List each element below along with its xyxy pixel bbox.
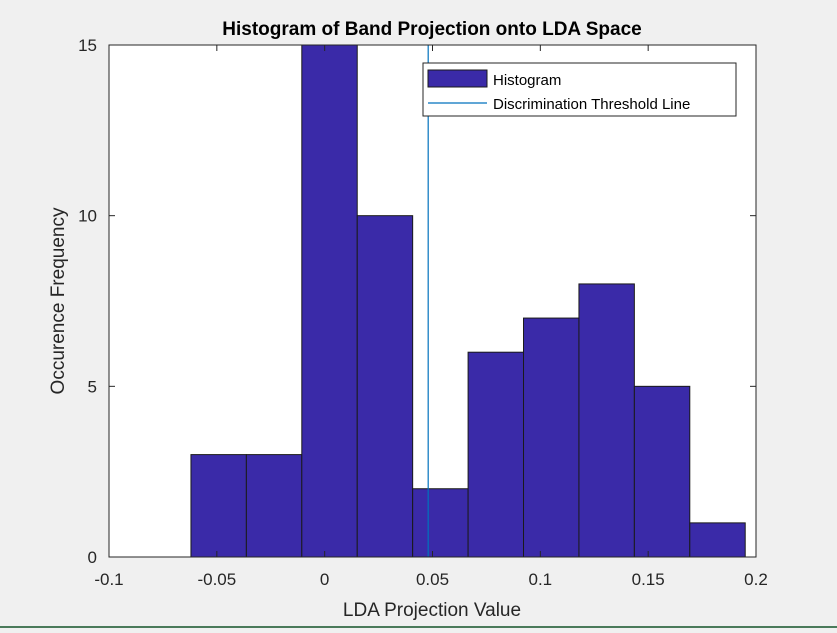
histogram-bar	[245, 454, 303, 558]
x-axis-label: LDA Projection Value	[343, 600, 521, 621]
y-tick-label: 15	[78, 36, 97, 55]
x-tick-label: -0.1	[94, 570, 123, 589]
histogram-bar	[301, 44, 358, 558]
y-tick-label: 5	[88, 377, 97, 396]
legend: Histogram Discrimination Threshold Line	[422, 62, 737, 117]
y-tick-label: 10	[78, 207, 97, 226]
ticks-group: -0.1 -0.05 0 0.05 0.1 0.15 0.2 0 5 10 15	[78, 36, 768, 589]
x-tick-label: 0	[320, 570, 329, 589]
histogram-bar	[467, 351, 525, 558]
x-tick-label: 0.1	[529, 570, 553, 589]
y-tick-label: 0	[88, 548, 97, 567]
legend-swatch-histogram	[427, 69, 488, 88]
histogram-bar	[633, 385, 691, 558]
chart-title: Histogram of Band Projection onto LDA Sp…	[222, 19, 641, 40]
y-axis-label: Occurence Frequency	[48, 207, 69, 394]
x-tick-label: 0.05	[416, 570, 449, 589]
histogram-bar	[689, 522, 746, 558]
legend-label-threshold: Discrimination Threshold Line	[493, 96, 690, 113]
histogram-bar	[356, 215, 414, 558]
histogram-bar	[190, 454, 247, 558]
legend-label-histogram: Histogram	[493, 72, 561, 89]
x-tick-label: 0.2	[744, 570, 768, 589]
histogram-bar	[578, 283, 635, 558]
x-tick-label: 0.15	[632, 570, 665, 589]
bars-group	[190, 44, 746, 558]
x-tick-label: -0.05	[197, 570, 236, 589]
histogram-bar	[523, 317, 580, 558]
histogram-bar	[412, 488, 469, 558]
